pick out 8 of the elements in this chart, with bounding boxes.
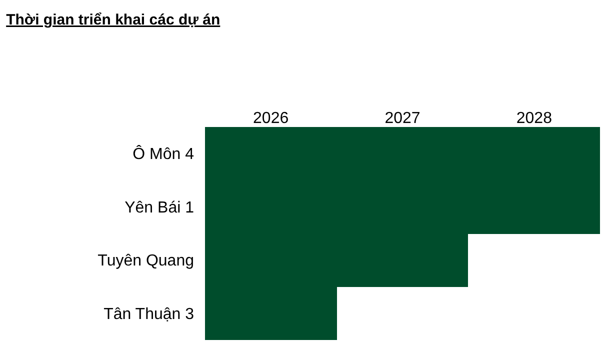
- x-tick-label: 2027: [384, 110, 420, 127]
- y-tick-label: Ô Môn 4: [132, 145, 194, 164]
- x-tick-label: 2026: [253, 110, 289, 127]
- y-tick-label: Tuyên Quang: [98, 252, 194, 270]
- x-tick-label: 2028: [516, 110, 552, 127]
- chart-title: Thời gian triển khai các dự án: [6, 12, 220, 28]
- y-tick-label: Tân Thuận 3: [104, 306, 194, 323]
- y-tick-label: Yên Bái 1: [124, 199, 194, 216]
